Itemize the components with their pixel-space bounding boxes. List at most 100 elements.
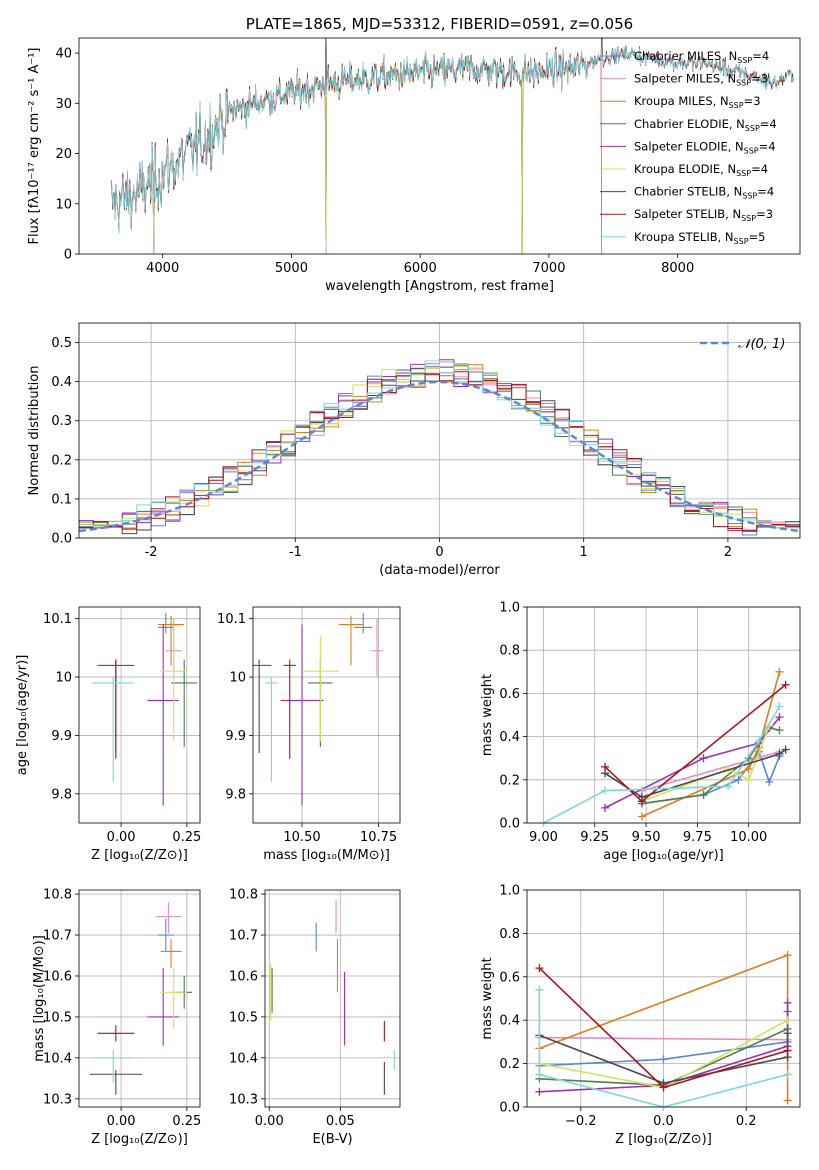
y-axis-label: mass [log₁₀(M/M⊙)] [32,935,47,1062]
data-point [744,765,753,773]
x-tick-label: 0.25 [172,830,201,845]
legend-label-kroupa-elodie: Kroupa ELODIE, NSSP=4 [634,162,768,178]
data-point [659,1055,668,1064]
y-tick-label: 0.6 [499,687,520,702]
data-point [783,951,792,960]
data-point [783,1016,792,1025]
y-tick-label: 9.9 [225,729,246,744]
data-point [535,964,544,973]
x-tick-label: 0 [435,545,443,560]
x-tick-label: 0.0 [653,1114,674,1129]
residual-histogram-panel: -2 -1 0 1 2 0.0 0.1 0.2 0.3 0.4 0.5 (data-model)/er… [27,322,801,578]
y-tick-label: 10.7 [229,929,258,944]
data-point [783,1029,792,1038]
x-tick-label: 10.00 [730,830,767,845]
x-axis-label: Z [log₁₀(Z/Z⊙)] [91,1132,188,1147]
data-point [637,797,646,806]
y-axis-label: Normed distribution [27,366,42,496]
spectrum-kroupa-stelib [110,44,794,234]
data-point [781,745,790,754]
series-line [641,749,781,805]
data-point [659,1083,668,1092]
series-line [641,725,770,803]
x-tick-label: 9.00 [529,830,558,845]
y-tick-label: 10.4 [229,1051,258,1066]
x-tick-label: 9.50 [632,830,661,845]
legend-label-salpeter-stelib: Salpeter STELIB, NSSP=3 [634,207,773,223]
x-tick-label: 9.25 [580,830,609,845]
data-point [775,667,784,676]
legend-label-chabrier-miles: Chabrier MILES, NSSP=4 [634,49,769,65]
data-point [699,754,708,763]
axes-frame [526,889,801,1108]
series-line [539,1002,789,1093]
axes-frame [526,606,801,824]
x-tick-label: 0.00 [107,1114,136,1129]
mass-vs-extinction-panel: 0.00 0.05 10.3 10.4 10.5 10.6 10.7 10.8 E(B-V) [229,888,401,1147]
x-tick-label: 9.75 [683,830,712,845]
errorbars [270,900,395,1095]
data-point [601,786,609,795]
errorbar-kroupa-stelib [92,677,135,783]
errorbar-chabrier-stelib [89,1070,143,1095]
y-tick-label: 40 [55,47,72,62]
errorbar-kroupa-miles [157,615,185,666]
data-point [724,782,733,791]
y-tick-label: 10 [55,671,72,686]
y-tick-label: 1.0 [499,601,520,616]
y-tick-label: 10.5 [43,1010,72,1025]
errorbar-kroupa-stelib [265,677,278,783]
data-point [601,762,609,771]
legend-label-kroupa-stelib: Kroupa STELIB, NSSP=5 [634,230,766,246]
y-tick-label: 0.0 [499,1101,520,1116]
y-tick-label: 0.3 [51,414,72,429]
errorbar-chabrier-miles [354,612,373,634]
y-tick-label: 10 [55,197,72,212]
errorbar-salpeter-stelib [97,659,135,759]
x-tick-label: -2 [145,545,158,560]
series-line [604,716,781,809]
data-point [775,749,784,758]
x-tick-label: 0.2 [736,1114,757,1129]
y-tick-label: 1.0 [499,884,520,899]
y-tick-label: 0.1 [51,492,72,507]
errorbar-salpeter-elodie [280,624,324,806]
data-point [781,680,790,689]
y-tick-label: 0.8 [499,644,520,659]
series-kroupa-stelib [535,985,792,1111]
y-tick-label: 0.8 [499,927,520,942]
y-tick-label: 0.4 [499,730,520,745]
axes-frame [78,37,801,255]
data-point [775,702,784,711]
series-salpeter-stelib [601,680,790,806]
series-line [539,1033,789,1084]
x-tick-label: 6000 [404,261,437,276]
axes-frame [252,606,401,824]
y-tick-label: 10.3 [43,1092,72,1107]
errorbar-kroupa-stelib [92,1049,135,1083]
y-tick-label: 0.0 [499,817,520,832]
data-point [783,1096,792,1105]
x-tick-label: 7000 [532,261,565,276]
histogram-kroupa-stelib [79,360,800,529]
y-tick-label: 0.0 [51,532,72,547]
errorbars [89,902,193,1095]
x-tick-label: 2 [724,545,732,560]
y-tick-label: 0.2 [499,773,520,788]
histograms [79,359,800,536]
legend-label-kroupa-miles: Kroupa MILES, NSSP=3 [634,94,761,110]
data-point [535,1087,544,1096]
y-axis-label: Flux [fλ10⁻¹⁷ erg cm⁻² s⁻¹ A⁻¹] [27,48,42,245]
chart-title: PLATE=1865, MJD=53312, FIBERID=0591, z=0… [246,15,633,33]
y-tick-label: 0.4 [51,375,72,390]
y-tick-label: 10.8 [43,888,72,903]
x-axis-label: age [log₁₀(age/yr)] [603,848,724,863]
errorbar-kroupa-miles [338,615,364,666]
errorbar-chabrier-elodie [171,659,198,748]
data-point [699,790,708,799]
errorbar-salpeter-stelib [283,659,296,759]
y-axis-label: mass weight [480,957,495,1039]
y-tick-label: 0.5 [51,336,72,351]
x-tick-label: -1 [289,545,302,560]
errorbars [253,612,384,806]
